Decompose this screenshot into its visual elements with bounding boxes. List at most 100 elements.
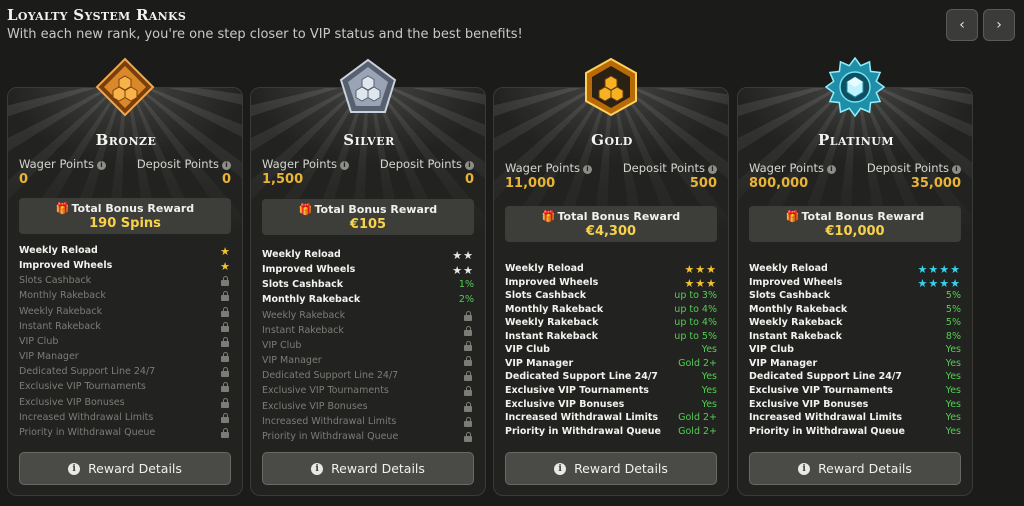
total-bonus-label: 🎁 Total Bonus Reward	[505, 210, 717, 223]
info-icon[interactable]: i	[340, 161, 349, 170]
benefit-value: Yes	[945, 344, 961, 356]
benefit-value: Yes	[701, 344, 717, 356]
benefit-row: Dedicated Support Line 24/7 Yes	[749, 371, 961, 385]
reward-details-button[interactable]: i Reward Details	[262, 452, 474, 485]
benefit-name: VIP Manager	[505, 357, 574, 369]
benefit-name: Priority in Withdrawal Queue	[262, 430, 399, 442]
total-bonus-value: €4,300	[585, 224, 637, 239]
info-icon[interactable]: i	[708, 165, 717, 174]
lock-icon	[221, 381, 231, 395]
benefit-name: Exclusive VIP Bonuses	[749, 398, 869, 410]
benefit-row: VIP Club Yes	[749, 344, 961, 358]
benefit-name: Increased Withdrawal Limits	[262, 415, 397, 427]
total-bonus-box: 🎁 Total Bonus Reward €10,000	[749, 206, 961, 242]
benefit-name: VIP Manager	[19, 351, 79, 363]
lock-icon	[464, 401, 474, 415]
benefit-name: Increased Withdrawal Limits	[505, 412, 659, 424]
benefit-row: VIP Manager Gold 2+	[505, 358, 717, 372]
reward-details-label: Reward Details	[331, 461, 425, 476]
next-button[interactable]: ›	[983, 9, 1015, 41]
benefit-name: VIP Club	[262, 339, 302, 351]
benefit-row: Weekly Reload ★★★	[505, 263, 717, 277]
benefit-row: Weekly Reload ★	[19, 245, 231, 259]
page-subtitle: With each new rank, you're one step clos…	[7, 27, 523, 42]
benefit-name: Instant Rakeback	[262, 324, 344, 336]
info-icon[interactable]: i	[583, 165, 592, 174]
info-icon[interactable]: i	[97, 161, 106, 170]
benefit-name: Monthly Rakeback	[262, 294, 361, 306]
benefit-row: Instant Rakeback	[262, 325, 474, 339]
lock-icon	[464, 385, 474, 399]
benefit-row: VIP Club	[19, 336, 231, 350]
benefit-row: Instant Rakeback 8%	[749, 331, 961, 345]
benefit-row: Exclusive VIP Bonuses	[262, 401, 474, 415]
benefit-value: ★★★★	[917, 263, 961, 276]
benefit-row: Monthly Rakeback 5%	[749, 304, 961, 318]
deposit-points-label: Deposit Points i	[380, 157, 474, 171]
lock-icon	[464, 310, 474, 324]
prev-button[interactable]: ‹	[946, 9, 978, 41]
benefit-row: Instant Rakeback up to 5%	[505, 331, 717, 345]
benefit-value: Yes	[701, 371, 717, 383]
deposit-points-text: Deposit Points	[622, 161, 705, 175]
benefit-value: up to 3%	[674, 290, 717, 302]
deposit-points-value: 0	[464, 172, 474, 187]
benefit-name: VIP Club	[749, 344, 794, 356]
benefit-row: Weekly Rakeback	[19, 306, 231, 320]
reward-details-label: Reward Details	[574, 461, 668, 476]
gift-icon: 🎁	[298, 203, 313, 216]
bronze-badge-icon	[95, 57, 155, 121]
benefit-name: Weekly Rakeback	[262, 309, 346, 321]
benefit-row: Slots Cashback 1%	[262, 279, 474, 293]
info-icon[interactable]: i	[952, 165, 961, 174]
total-bonus-value: 190 Spins	[89, 216, 161, 231]
info-icon: i	[554, 462, 567, 475]
total-bonus-label: 🎁 Total Bonus Reward	[749, 210, 961, 223]
deposit-points-text: Deposit Points	[136, 157, 219, 171]
benefit-row: Exclusive VIP Tournaments Yes	[505, 385, 717, 399]
benefit-row: Monthly Rakeback	[19, 290, 231, 304]
benefit-row: Priority in Withdrawal Queue	[19, 427, 231, 441]
total-bonus-box: 🎁 Total Bonus Reward €105	[262, 199, 474, 235]
benefit-name: Exclusive VIP Bonuses	[262, 400, 368, 412]
benefit-row: VIP Manager Yes	[749, 358, 961, 372]
lock-icon	[221, 397, 231, 411]
benefit-row: Slots Cashback 5%	[749, 290, 961, 304]
lock-icon	[464, 416, 474, 430]
benefit-name: Monthly Rakeback	[19, 290, 106, 302]
benefit-name: Priority in Withdrawal Queue	[19, 426, 156, 438]
reward-details-button[interactable]: i Reward Details	[19, 452, 231, 485]
reward-details-button[interactable]: i Reward Details	[749, 452, 961, 485]
rank-name: Silver	[343, 131, 395, 149]
lock-icon	[464, 370, 474, 384]
benefit-name: VIP Manager	[749, 357, 818, 369]
chevron-right-icon: ›	[996, 17, 1002, 33]
benefit-name: Increased Withdrawal Limits	[19, 411, 154, 423]
benefit-value: Yes	[945, 425, 961, 437]
deposit-points-text: Deposit Points	[379, 157, 462, 171]
rank-name: Bronze	[95, 131, 157, 149]
benefit-value: Yes	[945, 357, 961, 369]
info-icon[interactable]: i	[222, 161, 231, 170]
benefit-name: Improved Wheels	[505, 276, 599, 288]
reward-details-button[interactable]: i Reward Details	[505, 452, 717, 485]
info-icon[interactable]: i	[827, 165, 836, 174]
info-icon[interactable]: i	[465, 161, 474, 170]
total-bonus-text: Total Bonus Reward	[314, 203, 438, 216]
benefit-name: Instant Rakeback	[505, 330, 598, 342]
benefit-value: up to 5%	[674, 330, 717, 342]
benefit-row: Improved Wheels ★	[19, 260, 231, 274]
lock-icon	[221, 351, 231, 365]
rank-card-gold: Gold Wager Points i Deposit Points i 11,000 50…	[493, 87, 729, 496]
lock-icon	[221, 290, 231, 304]
benefit-value: Gold 2+	[678, 357, 717, 369]
deposit-points-label: Deposit Points i	[867, 161, 961, 175]
total-bonus-box: 🎁 Total Bonus Reward 190 Spins	[19, 198, 231, 234]
benefit-name: Weekly Rakeback	[749, 317, 843, 329]
benefit-value: up to 4%	[674, 303, 717, 315]
benefit-name: Exclusive VIP Tournaments	[262, 385, 389, 397]
total-bonus-text: Total Bonus Reward	[801, 210, 925, 223]
page-title: Loyalty System Ranks	[7, 6, 187, 24]
deposit-points-value: 35,000	[910, 176, 961, 191]
benefit-row: Increased Withdrawal Limits	[19, 412, 231, 426]
